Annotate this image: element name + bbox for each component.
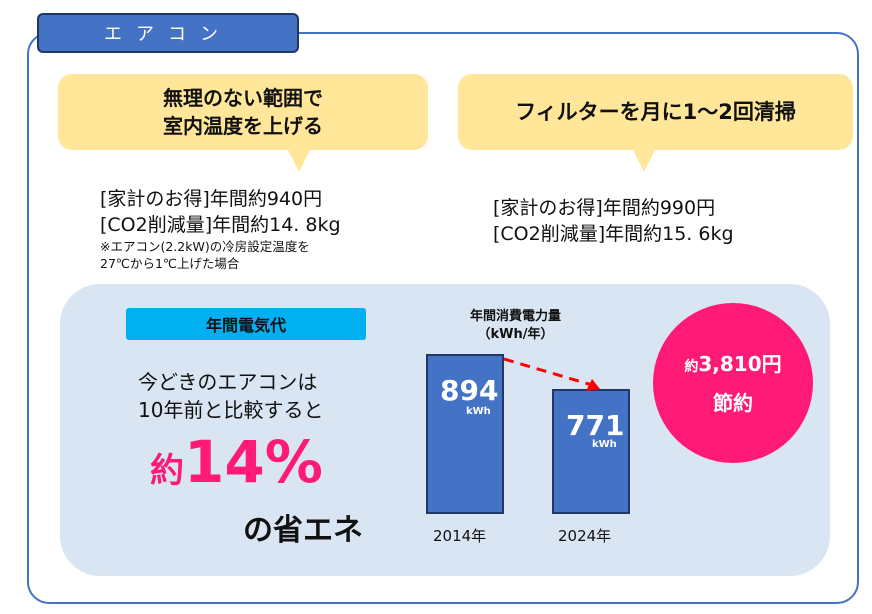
frame xyxy=(27,32,859,604)
tip-line: 無理のない範囲で xyxy=(163,86,323,110)
tip1-details: [家計のお得]年間約940円 [CO2削減量]年間約14. 8kg ※エアコン(… xyxy=(100,186,341,272)
savings-badge: 約3,810円 節約 xyxy=(653,303,813,463)
savings-text: [家計のお得]年間約940円 xyxy=(100,188,323,210)
bar-value: 894 xyxy=(440,374,499,407)
energy-saving-text: の省エネ xyxy=(243,513,363,548)
chart-title-line: 年間消費電力量 xyxy=(470,309,562,324)
bar-value: 771 xyxy=(566,409,625,442)
panel-line: 10年前と比較すると xyxy=(138,398,324,422)
savings-label: 節約 xyxy=(713,390,753,415)
bar-unit: kWh xyxy=(592,439,617,450)
bar-unit: kWh xyxy=(466,406,491,417)
panel-text: 今どきのエアコンは 10年前と比較すると xyxy=(138,368,323,424)
co2-text: [CO2削減量]年間約15. 6kg xyxy=(493,223,734,245)
percent-saving: 約14% xyxy=(150,428,323,496)
approx-text: 約 xyxy=(684,358,699,375)
year-label: 2014年 xyxy=(433,527,487,545)
section-title: エアコン xyxy=(37,13,299,53)
chart-title: 年間消費電力量 （kWh/年） xyxy=(470,308,561,344)
savings-text: [家計のお得]年間約990円 xyxy=(493,197,716,219)
note-text: ※エアコン(2.2kW)の冷房設定温度を xyxy=(100,239,310,254)
percent-value: 14% xyxy=(184,428,323,496)
tip-bubble-temperature: 無理のない範囲で 室内温度を上げる xyxy=(58,74,428,172)
savings-amount: 3,810円 xyxy=(698,351,782,376)
note-text: 27℃から1℃上げた場合 xyxy=(100,256,240,271)
panel-label: 年間電気代 xyxy=(126,308,366,340)
approx-text: 約 xyxy=(150,451,184,491)
year-label: 2024年 xyxy=(558,527,612,545)
bar-2014: 894 kWh xyxy=(426,354,504,514)
panel-line: 今どきのエアコンは xyxy=(138,370,318,394)
tip-bubble-filter: フィルターを月に1～2回清掃 xyxy=(458,74,853,172)
bar-2024: 771 kWh xyxy=(552,389,630,514)
tip-line: 室内温度を上げる xyxy=(163,114,323,138)
chart-unit: （kWh/年） xyxy=(477,327,554,342)
dashed-arrow-icon xyxy=(503,357,600,391)
tip2-details: [家計のお得]年間約990円 [CO2削減量]年間約15. 6kg xyxy=(493,195,734,247)
co2-text: [CO2削減量]年間約14. 8kg xyxy=(100,214,341,236)
